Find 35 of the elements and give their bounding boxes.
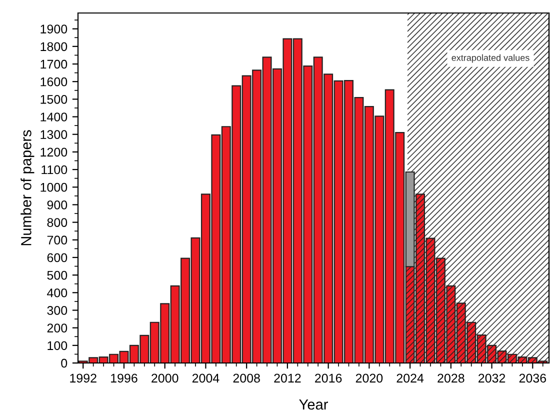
x-tick-label: 2000	[152, 374, 178, 383]
y-tick-label: 1500	[40, 94, 68, 104]
y-tick-label: 1700	[40, 60, 68, 69]
x-tick-label: 2028	[438, 374, 464, 383]
y-tick-label: 1300	[40, 130, 68, 140]
x-tick-label: 1996	[111, 374, 138, 383]
y-tick-label: 1200	[40, 148, 68, 157]
x-tick-label: 2016	[315, 374, 342, 383]
x-tick-label: 1992	[70, 374, 96, 383]
y-tick-label: 0	[61, 358, 68, 368]
y-tick-label: 1400	[40, 112, 68, 122]
y-tick-label: 1900	[40, 24, 68, 34]
y-tick-label: 700	[47, 236, 68, 245]
y-tick-label: 500	[47, 270, 68, 280]
x-tick-label: 2032	[478, 374, 506, 383]
y-tick-label: 1000	[40, 182, 68, 192]
x-tick-label: 2004	[192, 374, 220, 383]
x-tick-label: 2020	[356, 374, 383, 383]
x-axis-title: Year	[299, 399, 328, 410]
y-tick-label: 800	[47, 218, 68, 227]
y-tick-label: 900	[47, 200, 68, 210]
y-tick-label: 300	[47, 306, 68, 315]
x-tick-label: 2012	[274, 374, 301, 383]
y-tick-label: 100	[48, 341, 68, 350]
y-tick-label: 1100	[42, 165, 68, 174]
x-tick-label: 2024	[396, 374, 424, 383]
y-tick-label: 200	[47, 324, 68, 332]
y-tick-label: 400	[47, 288, 68, 298]
y-axis-title: Number of papers	[20, 130, 34, 246]
y-tick-label: 1800	[40, 42, 68, 52]
y-tick-label: 600	[47, 253, 68, 262]
band-label: extrapolated values	[452, 54, 530, 63]
x-tick-label: 2036	[519, 374, 546, 383]
x-tick-label: 2008	[233, 374, 260, 383]
y-tick-label: 1600	[40, 77, 68, 86]
